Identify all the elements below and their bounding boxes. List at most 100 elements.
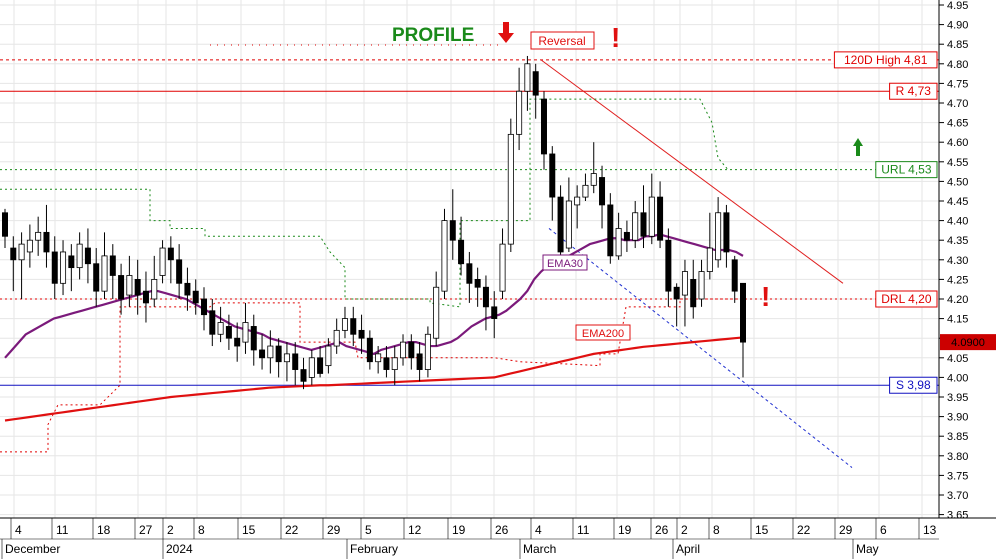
- x-tick-label: 15: [755, 523, 769, 537]
- trend-lines: [540, 59, 853, 468]
- y-tick-label: 4.00: [947, 372, 968, 384]
- candle-body: [259, 349, 266, 359]
- candle-body: [665, 239, 672, 292]
- resistance-trendline: [540, 59, 844, 284]
- candle-body: [474, 278, 481, 288]
- candle-body: [134, 278, 141, 296]
- x-tick-label: 22: [797, 523, 811, 537]
- x-tick-label: 2: [167, 523, 174, 537]
- y-tick-label: 4.95: [947, 0, 968, 12]
- y-tick-label: 4.45: [947, 196, 968, 208]
- x-tick-label: 29: [327, 523, 341, 537]
- x-tick-label: 22: [285, 523, 299, 537]
- candle-body: [267, 345, 274, 359]
- candle-body: [466, 263, 473, 284]
- last-price-label: 4.0900: [951, 337, 985, 349]
- last-price-tag: [940, 334, 996, 351]
- candle-body: [126, 275, 133, 296]
- x-tick-label: 13: [923, 523, 937, 537]
- candle-body: [300, 369, 307, 382]
- ema200-label: EMA200: [582, 328, 624, 340]
- y-tick-label: 3.95: [947, 392, 968, 404]
- candle-body: [740, 282, 747, 343]
- y-tick-label: 4.40: [947, 216, 968, 228]
- y-tick-label: 4.80: [947, 59, 968, 71]
- x-tick-label: 5: [365, 523, 372, 537]
- candle-body: [242, 322, 249, 343]
- candle-body: [43, 231, 50, 253]
- ema30-label-box: [542, 254, 588, 271]
- candle-body: [632, 212, 639, 241]
- candle-body: [209, 310, 216, 335]
- candle-body: [250, 326, 257, 351]
- x-tick-label: 8: [198, 523, 205, 537]
- y-tick-label: 4.20: [947, 294, 968, 306]
- y-tick-label: 4.65: [947, 118, 968, 130]
- candle-body: [358, 329, 365, 339]
- x-tick-label: 18: [97, 523, 111, 537]
- candle-body: [524, 63, 531, 92]
- candle-body: [441, 220, 448, 292]
- candle-body: [341, 318, 348, 331]
- candle-body: [383, 357, 390, 370]
- candle-body: [292, 353, 299, 370]
- candle-body: [68, 255, 75, 269]
- exclamation-mark: !: [761, 281, 770, 312]
- candle-body: [499, 243, 506, 292]
- month-label: March: [523, 542, 556, 556]
- ema200-label-box: [575, 324, 631, 341]
- month-label: April: [676, 542, 700, 556]
- candle-body: [109, 255, 116, 276]
- candle-body: [400, 341, 407, 359]
- y-tick-label: 4.75: [947, 78, 968, 90]
- candle-body: [557, 196, 564, 253]
- candle-body: [731, 259, 738, 292]
- candle-body: [507, 133, 514, 245]
- candle-body: [317, 357, 324, 374]
- candle-body: [325, 345, 332, 367]
- candle-body: [657, 196, 664, 241]
- level-label: R 4,73: [896, 84, 932, 98]
- level-label-box: [875, 290, 938, 308]
- candle-body: [18, 243, 25, 261]
- candle-body: [26, 239, 33, 253]
- level-label-box: [889, 376, 938, 394]
- candle-body: [640, 212, 647, 237]
- candle-body: [84, 247, 91, 265]
- candle-body: [217, 322, 224, 335]
- candle-body: [93, 263, 100, 292]
- y-tick-label: 4.55: [947, 157, 968, 169]
- up-arrow-icon: [853, 138, 863, 156]
- x-tick-label: 2: [681, 523, 688, 537]
- y-tick-label: 4.50: [947, 176, 968, 188]
- candle-body: [192, 290, 199, 304]
- y-tick-label: 4.85: [947, 39, 968, 51]
- level-label: DRL 4,20: [881, 292, 932, 306]
- candle-body: [375, 353, 382, 363]
- y-tick-label: 3.85: [947, 431, 968, 443]
- candle-body: [151, 278, 158, 300]
- y-tick-label: 4.25: [947, 274, 968, 286]
- ema30-label: EMA30: [547, 258, 583, 270]
- x-tick-label: 19: [618, 523, 632, 537]
- candle-body: [648, 196, 655, 237]
- y-tick-label: 4.05: [947, 353, 968, 365]
- candle-body: [433, 286, 440, 339]
- grid: [0, 0, 939, 535]
- candle-body: [333, 329, 340, 347]
- y-tick-label: 4.60: [947, 137, 968, 149]
- candle-body: [482, 286, 489, 308]
- candle-body: [565, 200, 572, 249]
- candle-body: [35, 231, 42, 241]
- candle-body: [706, 247, 713, 272]
- level-label-box: [889, 82, 938, 100]
- month-label: December: [5, 542, 60, 556]
- candle-body: [275, 345, 282, 363]
- candle-body: [184, 282, 191, 296]
- x-tick-label: 19: [452, 523, 466, 537]
- candle-body: [698, 271, 705, 300]
- candle-body: [723, 212, 730, 253]
- candle-body: [101, 255, 108, 292]
- candle-body: [516, 90, 523, 135]
